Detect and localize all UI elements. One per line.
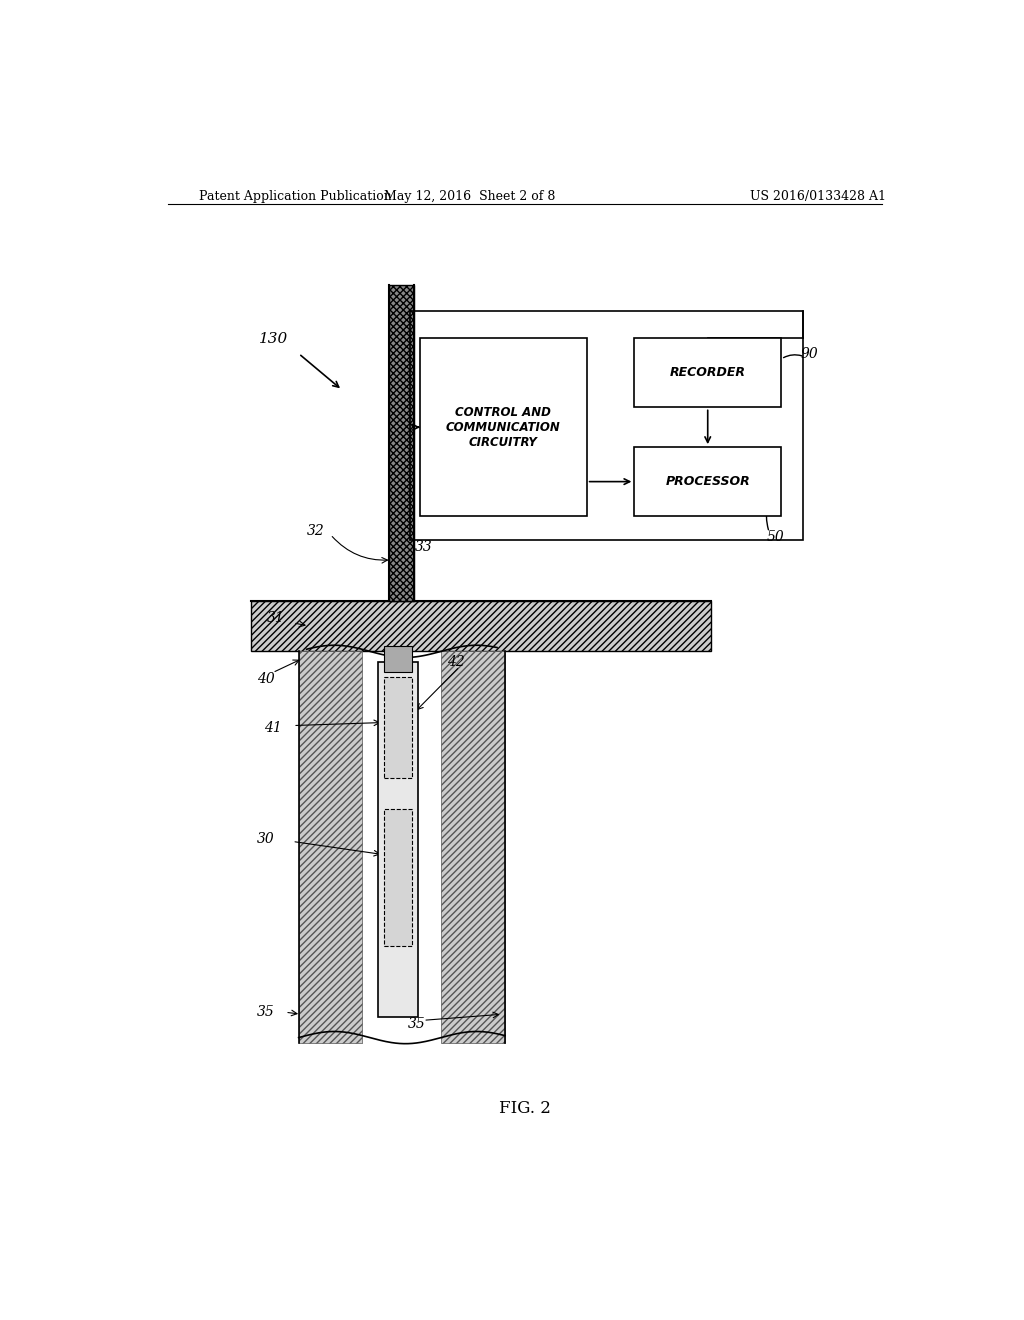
Text: RECORDER: RECORDER — [670, 367, 745, 379]
Text: 40: 40 — [257, 672, 274, 686]
Text: 42: 42 — [447, 655, 465, 668]
Bar — [384, 809, 412, 946]
Bar — [634, 447, 781, 516]
Text: PROCESSOR: PROCESSOR — [666, 475, 751, 488]
Bar — [634, 338, 781, 408]
Bar — [384, 677, 412, 779]
Text: 35: 35 — [408, 1018, 425, 1031]
Text: CONTROL AND
COMMUNICATION
CIRCUITRY: CONTROL AND COMMUNICATION CIRCUITRY — [446, 405, 561, 449]
Bar — [299, 651, 362, 1043]
Bar — [389, 285, 415, 601]
Text: 30: 30 — [257, 833, 274, 846]
Text: Patent Application Publication: Patent Application Publication — [200, 190, 392, 202]
Text: 90: 90 — [801, 347, 819, 360]
Text: 50: 50 — [767, 529, 784, 544]
Bar — [420, 338, 587, 516]
Text: May 12, 2016  Sheet 2 of 8: May 12, 2016 Sheet 2 of 8 — [384, 190, 555, 202]
Text: US 2016/0133428 A1: US 2016/0133428 A1 — [751, 190, 887, 202]
Text: 41: 41 — [264, 721, 283, 735]
Bar — [384, 647, 412, 672]
Text: 130: 130 — [259, 333, 288, 346]
Text: 31: 31 — [267, 611, 285, 624]
Text: 51: 51 — [471, 374, 488, 387]
Text: 33: 33 — [416, 540, 433, 553]
Text: 35: 35 — [257, 1005, 274, 1019]
Text: 32: 32 — [306, 524, 325, 539]
Bar — [441, 651, 505, 1043]
Bar — [251, 601, 712, 651]
Bar — [410, 312, 803, 540]
Bar — [378, 661, 418, 1018]
Text: FIG. 2: FIG. 2 — [499, 1101, 551, 1117]
